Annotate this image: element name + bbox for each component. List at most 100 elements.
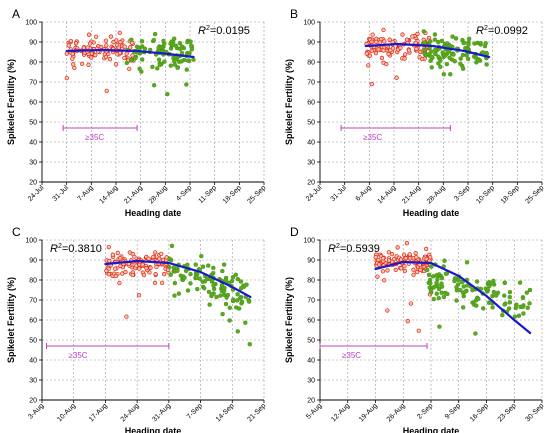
panel-letter: A	[12, 7, 20, 21]
data-point-green	[168, 272, 173, 278]
data-point-red	[161, 271, 167, 277]
data-point-green	[207, 302, 212, 307]
data-point-green	[462, 40, 467, 46]
data-point-red	[414, 255, 419, 260]
data-point-green	[485, 287, 491, 293]
y-tick-label: 80	[29, 278, 37, 285]
x-tick-label: 5-Aug	[305, 402, 323, 420]
data-point-red	[418, 267, 423, 273]
data-point-green	[193, 262, 198, 267]
data-point-green	[221, 262, 227, 267]
data-point-red	[369, 48, 374, 53]
r-squared-value: =0.0992	[488, 25, 528, 37]
data-point-green	[466, 36, 472, 42]
data-point-green	[436, 54, 441, 59]
data-point-red	[151, 254, 156, 260]
data-point-red	[71, 62, 76, 67]
data-point-green	[484, 62, 489, 67]
data-point-red	[407, 256, 413, 261]
data-point-green	[428, 39, 433, 44]
data-point-green	[432, 37, 438, 42]
data-point-green	[182, 275, 187, 280]
y-axis-title: Spikelet Fertility (%)	[284, 277, 294, 363]
data-point-red	[64, 75, 69, 81]
data-point-green	[221, 288, 227, 294]
data-point-red	[137, 266, 142, 271]
data-point-green	[151, 37, 157, 43]
data-point-green	[433, 51, 438, 57]
data-point-green	[470, 287, 475, 293]
data-point-green	[168, 63, 173, 68]
y-tick-label: 70	[307, 298, 315, 305]
data-point-green	[525, 305, 530, 310]
data-point-red	[423, 246, 429, 252]
data-point-green	[439, 284, 445, 289]
y-tick-label: 60	[307, 100, 315, 107]
data-point-green	[202, 285, 207, 291]
x-tick-label: 11-Sep	[198, 184, 219, 205]
data-point-red	[370, 32, 375, 37]
data-point-green	[221, 292, 227, 297]
data-point-red	[380, 269, 386, 274]
y-tick-label: 30	[29, 378, 37, 385]
data-point-green	[234, 305, 239, 310]
data-point-green	[165, 91, 170, 97]
y-axis-title: Spikelet Fertility (%)	[6, 277, 16, 363]
data-point-green	[444, 61, 450, 67]
data-point-green	[170, 42, 175, 47]
x-tick-label: 14-Aug	[376, 184, 397, 205]
data-point-red	[400, 32, 405, 37]
data-point-green	[474, 279, 480, 284]
data-point-green	[460, 305, 466, 310]
data-point-red	[416, 328, 421, 333]
x-axis-title: Heading date	[125, 208, 182, 218]
data-point-green	[178, 273, 183, 278]
data-point-green	[490, 293, 495, 299]
data-point-green	[195, 272, 200, 277]
data-point-green	[463, 45, 468, 51]
r-squared-label: R2=0.0992	[476, 25, 528, 37]
y-tick-label: 30	[307, 160, 315, 167]
fit-curve	[104, 259, 252, 299]
x-tick-label: 21-Aug	[123, 184, 144, 205]
data-point-green	[157, 62, 163, 68]
y-axis-title: Spikelet Fertility (%)	[284, 59, 294, 145]
data-point-red	[115, 250, 120, 256]
data-point-green	[442, 258, 447, 263]
data-point-red	[117, 30, 122, 36]
data-point-red	[373, 51, 379, 56]
data-point-red	[141, 272, 147, 278]
data-point-green	[175, 268, 180, 273]
data-point-green	[162, 59, 167, 64]
data-point-red	[386, 51, 391, 57]
data-point-green	[428, 58, 433, 63]
data-point-red	[118, 256, 123, 261]
data-point-red	[382, 39, 387, 44]
y-tick-label: 40	[307, 358, 315, 365]
data-point-green	[524, 290, 530, 295]
data-point-green	[490, 305, 495, 310]
y-tick-label: 40	[29, 358, 37, 365]
x-tick-label: 4-Sep	[175, 184, 193, 202]
data-point-green	[219, 283, 225, 288]
data-point-green	[243, 320, 248, 325]
y-tick-label: 30	[307, 378, 315, 385]
data-point-red	[408, 301, 414, 306]
data-point-red	[381, 48, 386, 53]
data-point-red	[140, 262, 145, 267]
data-point-green	[439, 290, 444, 295]
data-point-red	[81, 45, 86, 50]
x-tick-label: 14-Aug	[98, 184, 119, 205]
data-point-green	[167, 256, 172, 261]
data-point-red	[122, 55, 127, 61]
heat-band-label: ≥35C	[363, 133, 382, 142]
data-point-green	[231, 297, 236, 302]
data-point-green	[189, 43, 194, 48]
data-point-green	[184, 82, 189, 87]
data-point-green	[448, 72, 453, 77]
data-point-green	[433, 47, 438, 53]
data-point-red	[70, 56, 75, 61]
data-point-red	[148, 265, 153, 270]
data-point-green	[431, 296, 436, 302]
